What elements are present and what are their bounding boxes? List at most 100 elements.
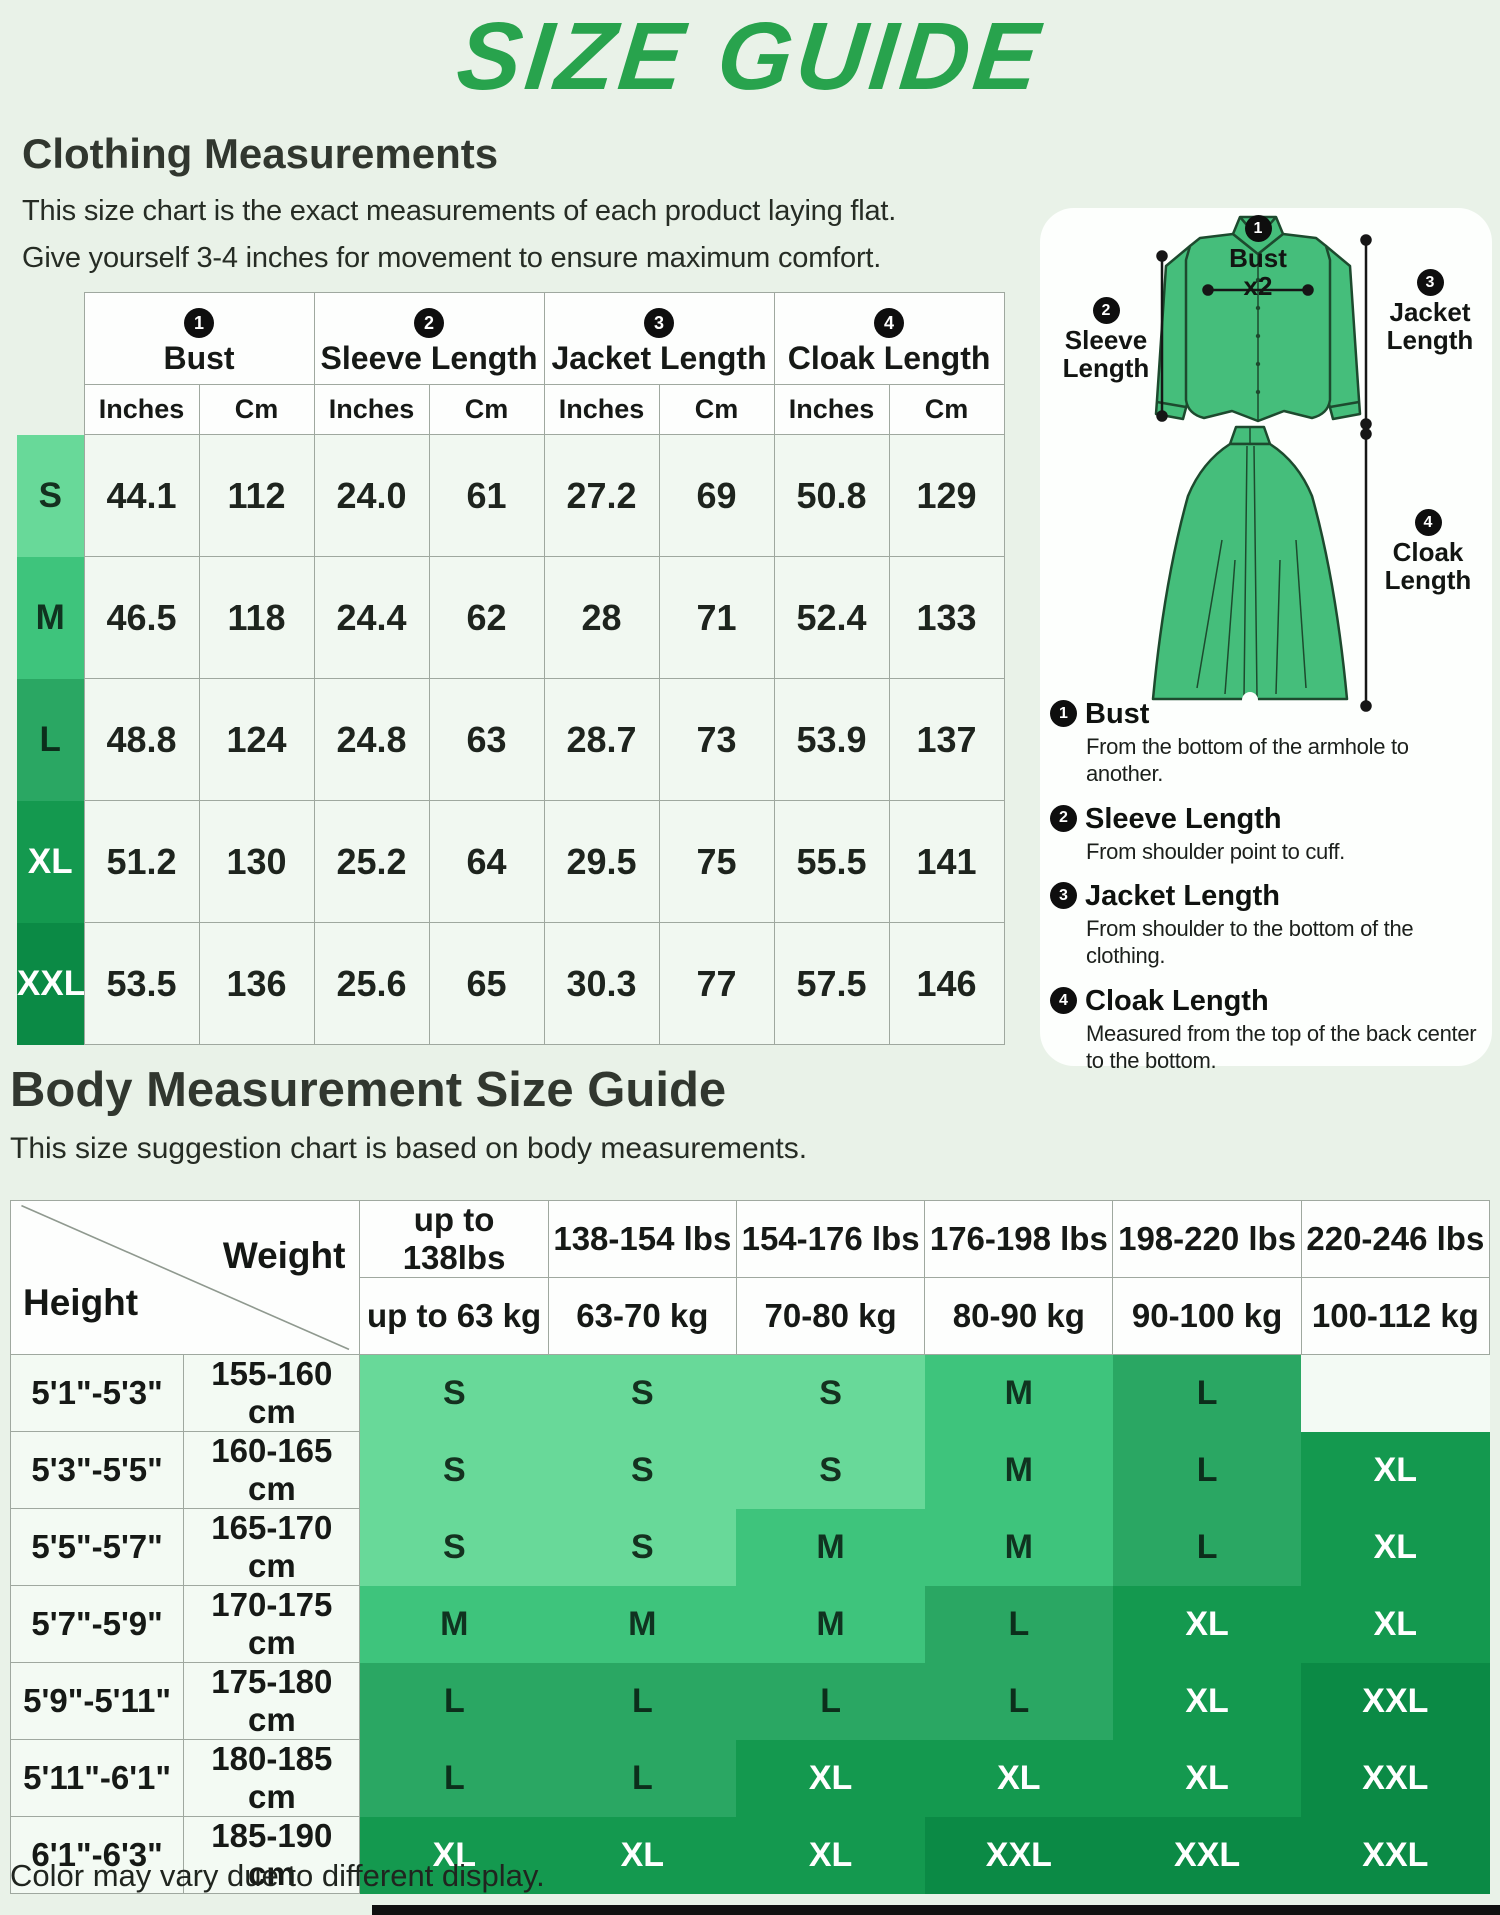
height-feet: 5'1"-5'3" <box>9 1354 185 1432</box>
size-suggestion: L <box>736 1662 925 1740</box>
number-3-badge: 3 <box>1050 882 1077 910</box>
size-label: M <box>17 556 84 679</box>
unit-header-row: Inches Cm Inches Cm Inches Cm Inches Cm <box>17 384 1005 435</box>
measurement-value: 129 <box>888 434 1005 557</box>
sleeve-label-line2: Length <box>1062 353 1150 384</box>
size-suggestion: XXL <box>1301 1662 1490 1740</box>
weight-header-kg: 63-70 kg <box>547 1277 737 1355</box>
body-row: 5'5"-5'7" 165-170 cm S S M M L XL <box>9 1508 1490 1586</box>
unit-header: Cm <box>198 384 315 435</box>
weight-header-lbs: up to 138lbs <box>359 1200 549 1278</box>
height-cm: 185-190 cm <box>183 1816 361 1894</box>
height-feet: 5'9"-5'11" <box>9 1662 185 1740</box>
measurement-value: 25.6 <box>313 922 430 1045</box>
bottom-crop-strip <box>372 1905 1500 1915</box>
measurement-value: 62 <box>428 556 545 679</box>
size-suggestion: XL <box>1112 1662 1302 1740</box>
unit-header: Inches <box>313 384 430 435</box>
size-suggestion: XL <box>1112 1585 1302 1663</box>
measurement-value: 44.1 <box>83 434 200 557</box>
description-line-2: Give yourself 3-4 inches for movement to… <box>22 241 882 274</box>
measurement-value: 25.2 <box>313 800 430 923</box>
height-feet: 6'1"-6'3" <box>9 1816 185 1894</box>
size-suggestion: XXL <box>924 1816 1113 1894</box>
size-suggestion: S <box>359 1354 549 1432</box>
height-feet: 5'5"-5'7" <box>9 1508 185 1586</box>
measurement-value: 64 <box>428 800 545 923</box>
height-cm: 155-160 cm <box>183 1354 361 1432</box>
body-row: 5'3"-5'5" 160-165 cm S S S M L XL <box>9 1431 1490 1509</box>
measurement-value: 28 <box>543 556 660 679</box>
measurement-value: 53.5 <box>83 922 200 1045</box>
measurement-value: 52.4 <box>773 556 890 679</box>
size-label: XXL <box>17 922 85 1045</box>
measurement-value: 48.8 <box>83 678 200 801</box>
diagonal-divider <box>11 1201 359 1354</box>
weight-height-corner-cell: Weight Height <box>9 1200 361 1355</box>
legend-item-sleeve-length: 2 Sleeve Length From shoulder point to c… <box>1050 802 1487 866</box>
size-suggestion: XL <box>736 1739 925 1817</box>
legend-title: Cloak Length <box>1085 985 1269 1018</box>
measurement-value: 61 <box>428 434 545 557</box>
size-suggestion: M <box>924 1508 1113 1586</box>
body-row: 5'9"-5'11" 175-180 cm L L L L XL XXL <box>9 1662 1490 1740</box>
measurement-value: 141 <box>888 800 1005 923</box>
legend-title: Sleeve Length <box>1085 802 1282 835</box>
unit-header: Inches <box>543 384 660 435</box>
measurement-value: 24.4 <box>313 556 430 679</box>
size-suggestion: L <box>548 1739 737 1817</box>
unit-header: Cm <box>888 384 1005 435</box>
cloak-length-diagram-label: 4 Cloak Length <box>1372 504 1484 594</box>
weight-header-lbs: 154-176 lbs <box>735 1200 926 1278</box>
weight-lbs-header-row: Weight Height up to 138lbs 138-154 lbs 1… <box>9 1200 1491 1355</box>
measurement-value: 112 <box>198 434 315 557</box>
size-label: L <box>17 678 84 801</box>
measurement-value: 46.5 <box>83 556 200 679</box>
clothing-measurements-description: This size chart is the exact measurement… <box>22 188 896 282</box>
measurement-value: 55.5 <box>773 800 890 923</box>
measurement-value: 24.0 <box>313 434 430 557</box>
body-row: 6'1"-6'3" 185-190 cm XL XL XL XXL XXL XXL <box>9 1816 1490 1894</box>
size-suggestion: XXL <box>1301 1739 1490 1817</box>
height-feet: 5'7"-5'9" <box>9 1585 185 1663</box>
jacket-length-diagram-label: 3 Jacket Length <box>1374 264 1486 354</box>
size-label: S <box>17 434 84 557</box>
measurement-value: 71 <box>658 556 775 679</box>
size-suggestion: XL <box>1301 1431 1490 1509</box>
size-suggestion: XXL <box>1112 1816 1302 1894</box>
jacket-label-line1: Jacket <box>1389 297 1471 328</box>
measurement-value: 65 <box>428 922 545 1045</box>
number-1-badge: 1 <box>1050 700 1077 727</box>
body-measurement-heading: Body Measurement Size Guide <box>10 1063 727 1117</box>
weight-header-kg: up to 63 kg <box>359 1277 549 1355</box>
measurement-legend: 1 Bust From the bottom of the armhole to… <box>1050 700 1487 1075</box>
measurement-value: 69 <box>658 434 775 557</box>
clothing-row-M: M 46.5 118 24.4 62 28 71 52.4 133 <box>17 556 1005 679</box>
sleeve-label-line1: Sleeve <box>1064 325 1148 356</box>
size-suggestion: S <box>548 1431 737 1509</box>
size-suggestion: L <box>359 1739 549 1817</box>
body-measurement-description: This size suggestion chart is based on b… <box>10 1132 808 1165</box>
legend-title: Bust <box>1085 698 1150 730</box>
size-suggestion: XL <box>359 1816 549 1894</box>
body-table-body: 5'1"-5'3" 155-160 cm S S S M L 5'3"-5'5" 160-165… <box>9 1354 1490 1894</box>
measurement-value: 130 <box>198 800 315 923</box>
empty-cell <box>1301 1354 1490 1432</box>
number-2-badge: 2 <box>1050 804 1077 832</box>
size-label: XL <box>17 800 84 923</box>
size-suggestion: L <box>548 1662 737 1740</box>
size-suggestion: XL <box>548 1816 737 1894</box>
size-suggestion: L <box>924 1662 1113 1740</box>
unit-header: Inches <box>773 384 890 435</box>
size-suggestion: XL <box>924 1739 1113 1817</box>
size-suggestion: XXL <box>1301 1816 1490 1894</box>
size-suggestion: M <box>924 1354 1113 1432</box>
clothing-measurements-heading: Clothing Measurements <box>22 130 499 177</box>
size-suggestion: L <box>1112 1508 1302 1586</box>
number-4-badge: 4 <box>1414 509 1442 537</box>
measurement-value: 73 <box>658 678 775 801</box>
weight-kg-header-row: up to 63 kg 63-70 kg 70-80 kg 80-90 kg 9… <box>11 1277 1491 1355</box>
body-row: 5'11"-6'1" 180-185 cm L L XL XL XL XXL <box>9 1739 1490 1817</box>
measurement-diagram-panel: 1 Bust x2 2 Sleeve Length 3 Jacket Lengt… <box>1040 208 1492 1073</box>
